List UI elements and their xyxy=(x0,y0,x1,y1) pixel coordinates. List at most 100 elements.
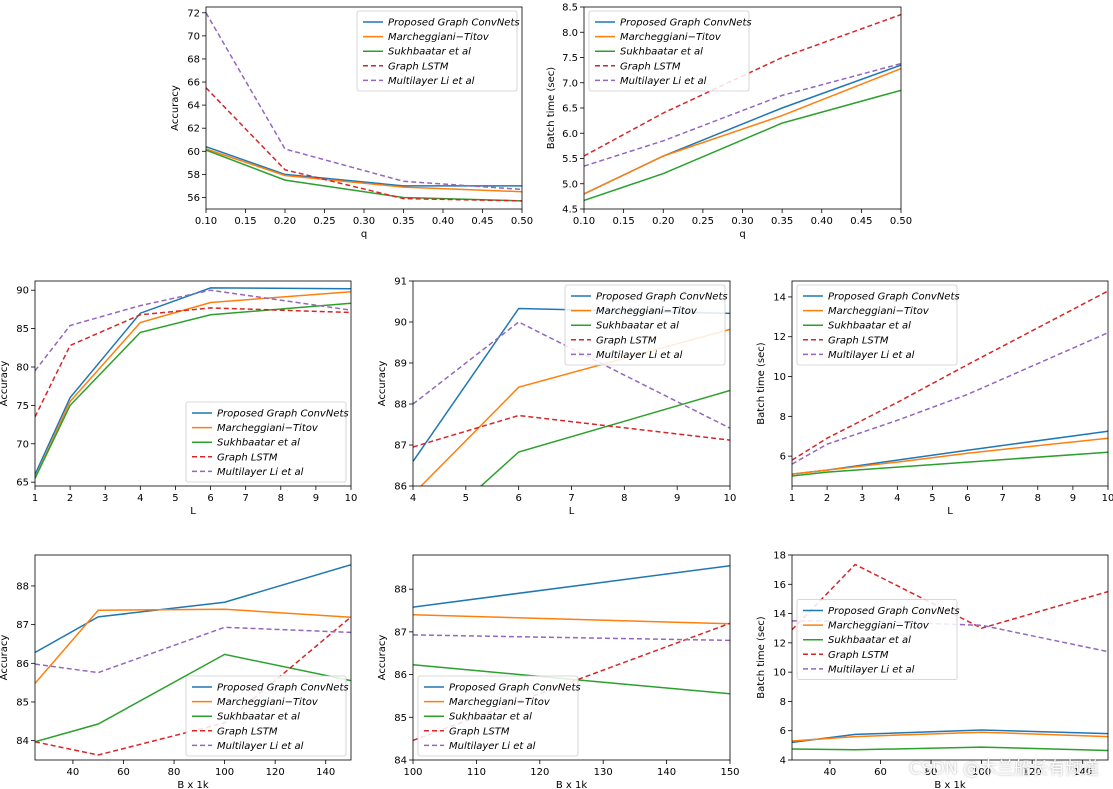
x-tick-label: 0.10 xyxy=(573,216,595,227)
y-tick-label: 6 xyxy=(780,452,786,463)
y-tick-label: 16 xyxy=(773,580,786,591)
series-line-3 xyxy=(35,653,351,743)
y-tick-label: 12 xyxy=(773,638,786,649)
x-tick-label: 4 xyxy=(410,493,416,504)
chart-1: 0.10 0.15 0.20 0.25 0.30 0.35 0.40 0.45 0.50 56 58… xyxy=(170,6,533,240)
series-line-5 xyxy=(206,12,522,191)
x-axis-label: L xyxy=(190,506,196,517)
legend: Proposed Graph ConvNets Marcheggiani−Tito… xyxy=(796,599,960,680)
x-tick-label: 0.50 xyxy=(511,216,533,227)
series-line-2 xyxy=(584,67,901,195)
y-tick-label: 6.0 xyxy=(562,129,578,140)
y-tick-label: 8.5 xyxy=(562,3,578,14)
legend-entry: Multilayer Li et al xyxy=(828,350,915,361)
x-tick-label: 2 xyxy=(67,493,73,504)
legend-box xyxy=(417,675,579,757)
legend: Proposed Graph ConvNets Marcheggiani−Tito… xyxy=(588,10,752,92)
legend-entry: Sukhbaatar et al xyxy=(217,438,300,449)
y-tick-label: 88 xyxy=(16,581,29,592)
chart-3: 1 2 3 4 5 6 7 8 9 10 65 70 75 80 85 90 L Accuracy Proposed… xyxy=(0,280,358,517)
legend: Proposed Graph ConvNets Marcheggiani−Tito… xyxy=(417,675,581,757)
x-axis-label: B x 1k xyxy=(177,780,208,789)
series-line-3 xyxy=(792,746,1108,752)
legend-entry: Sukhbaatar et al xyxy=(217,712,300,723)
x-tick-label: 2 xyxy=(824,493,830,504)
legend-box xyxy=(185,675,347,757)
chart-6: 40 60 80 100 120 140 84 85 86 87 88 B x 1k Accuracy P… xyxy=(0,554,352,789)
x-tick-label: 0.20 xyxy=(652,216,674,227)
legend-entry: Sukhbaatar et al xyxy=(449,712,532,723)
x-tick-label: 0.30 xyxy=(353,216,375,227)
y-axis-label: Batch time (sec) xyxy=(756,616,767,698)
x-tick-label: 8 xyxy=(278,493,284,504)
x-tick-label: 100 xyxy=(972,767,991,778)
series-line-4 xyxy=(413,414,730,448)
legend-box xyxy=(796,599,958,680)
legend-entry: Graph LSTM xyxy=(620,61,681,72)
x-tick-label: 7 xyxy=(999,493,1005,504)
legend-entry: Proposed Graph ConvNets xyxy=(449,683,581,694)
plot-frame xyxy=(205,6,523,210)
legend-entry: Sukhbaatar et al xyxy=(620,47,703,58)
x-tick-label: 140 xyxy=(316,767,335,778)
legend-entry: Multilayer Li et al xyxy=(449,741,536,752)
x-tick-label: 0.40 xyxy=(811,216,833,227)
y-tick-label: 7.0 xyxy=(562,78,578,89)
y-tick-label: 70 xyxy=(187,31,200,42)
legend-entry: Graph LSTM xyxy=(388,61,449,72)
x-tick-label: 4 xyxy=(894,493,900,504)
x-tick-label: 0.30 xyxy=(731,216,753,227)
y-axis-label: Accuracy xyxy=(170,85,181,131)
x-tick-label: 40 xyxy=(824,767,837,778)
legend-entry: Multilayer Li et al xyxy=(620,76,707,87)
x-tick-label: 60 xyxy=(117,767,130,778)
x-tick-label: 7 xyxy=(242,493,248,504)
y-tick-label: 4 xyxy=(780,756,786,767)
series-line-2 xyxy=(206,148,522,193)
x-tick-label: 0.10 xyxy=(195,216,217,227)
y-tick-label: 62 xyxy=(187,124,200,135)
x-axis-label: B x 1k xyxy=(934,780,965,789)
x-tick-label: 80 xyxy=(925,767,938,778)
x-tick-label: 0.35 xyxy=(771,216,793,227)
y-tick-label: 87 xyxy=(394,627,407,638)
series-line-5 xyxy=(35,626,351,674)
x-tick-label: 140 xyxy=(1073,767,1092,778)
x-tick-label: 0.25 xyxy=(313,216,335,227)
legend: Proposed Graph ConvNets Marcheggiani−Tito… xyxy=(185,401,349,483)
x-tick-label: 80 xyxy=(168,767,181,778)
series-line-2 xyxy=(35,290,351,479)
y-tick-label: 12 xyxy=(773,332,786,343)
legend-entry: Graph LSTM xyxy=(828,335,889,346)
series-line-5 xyxy=(792,332,1108,465)
y-tick-label: 4.5 xyxy=(562,205,578,216)
y-tick-label: 70 xyxy=(16,439,29,450)
series-line-2 xyxy=(792,437,1108,475)
legend-entry: Proposed Graph ConvNets xyxy=(388,18,520,29)
series-line-4 xyxy=(35,307,351,418)
legend-entry: Marcheggiani−Titov xyxy=(828,621,930,632)
plot-frame xyxy=(791,554,1109,761)
legend-entry: Sukhbaatar et al xyxy=(828,321,911,332)
x-tick-label: 10 xyxy=(345,493,358,504)
y-axis-label: Accuracy xyxy=(0,361,10,407)
y-axis-label: Batch time (sec) xyxy=(546,67,557,149)
series-line-4 xyxy=(206,87,522,202)
y-tick-label: 89 xyxy=(394,359,407,370)
plot-frame xyxy=(34,554,352,761)
x-tick-label: 5 xyxy=(929,493,935,504)
x-tick-label: 0.35 xyxy=(392,216,414,227)
x-tick-label: 9 xyxy=(674,493,680,504)
x-tick-label: 1 xyxy=(789,493,795,504)
y-tick-label: 18 xyxy=(773,551,786,562)
series-line-2 xyxy=(35,608,351,684)
x-axis-label: L xyxy=(947,506,953,517)
plot-frame xyxy=(791,280,1109,487)
x-tick-label: 0.45 xyxy=(471,216,493,227)
legend-entry: Proposed Graph ConvNets xyxy=(217,683,349,694)
y-tick-label: 80 xyxy=(16,362,29,373)
legend-box xyxy=(564,284,726,366)
